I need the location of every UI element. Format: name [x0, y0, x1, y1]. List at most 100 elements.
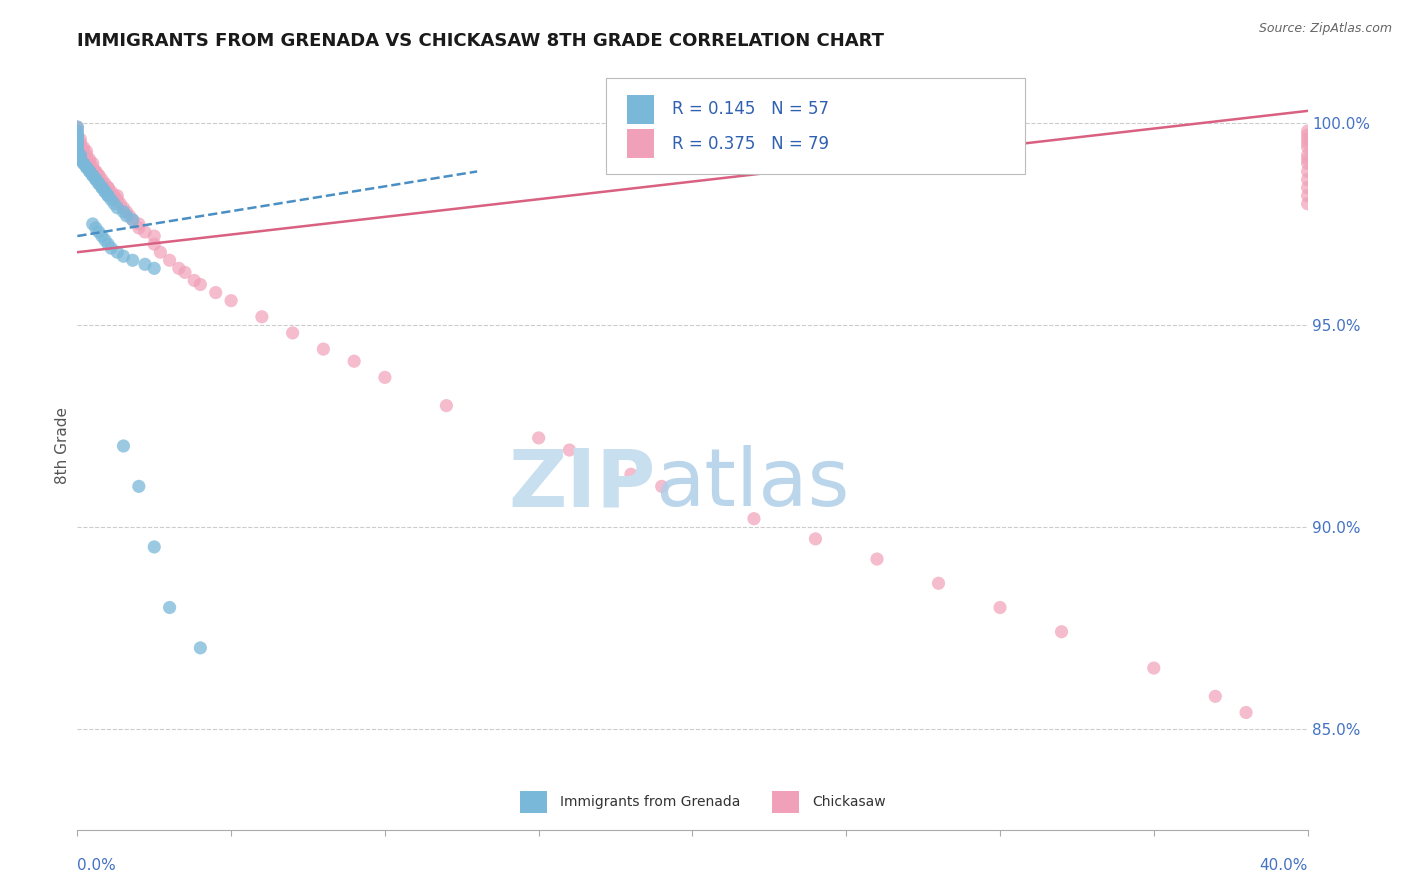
Point: [66, 145, 89, 159]
Text: atlas: atlas: [655, 445, 849, 524]
Point: [105, 201, 128, 215]
Point: [183, 273, 205, 287]
Point: [66, 132, 89, 146]
Point: [204, 285, 226, 300]
Point: [1143, 661, 1166, 675]
Point: [69, 148, 91, 162]
Point: [94, 233, 117, 247]
Point: [66, 128, 89, 142]
Point: [84, 164, 107, 178]
Point: [84, 164, 107, 178]
Text: 40.0%: 40.0%: [1260, 858, 1308, 873]
Point: [66, 124, 89, 138]
Point: [1296, 124, 1319, 138]
Point: [82, 169, 104, 183]
Point: [134, 257, 156, 271]
FancyBboxPatch shape: [772, 791, 800, 813]
Point: [87, 177, 110, 191]
Point: [69, 132, 91, 146]
Point: [115, 204, 138, 219]
Point: [97, 237, 120, 252]
Point: [112, 439, 135, 453]
Point: [76, 161, 98, 175]
Point: [167, 261, 190, 276]
Point: [143, 237, 166, 252]
Point: [66, 140, 89, 154]
Point: [651, 479, 673, 493]
FancyBboxPatch shape: [520, 791, 547, 813]
Point: [82, 156, 104, 170]
Point: [1050, 624, 1073, 639]
Point: [69, 136, 91, 151]
Point: [84, 172, 107, 186]
Point: [374, 370, 396, 384]
Point: [1296, 153, 1319, 167]
Point: [1296, 172, 1319, 186]
Point: [620, 467, 643, 482]
Point: [804, 532, 827, 546]
Point: [97, 188, 120, 202]
Text: 0.0%: 0.0%: [77, 858, 117, 873]
Point: [94, 185, 117, 199]
Point: [159, 600, 181, 615]
Point: [72, 156, 94, 170]
Point: [281, 326, 304, 340]
Point: [866, 552, 889, 566]
Point: [188, 640, 212, 655]
Point: [219, 293, 242, 308]
Point: [1296, 156, 1319, 170]
Point: [66, 132, 89, 146]
Point: [87, 225, 110, 239]
Point: [1296, 180, 1319, 194]
Point: [84, 221, 107, 235]
Point: [143, 261, 166, 276]
Point: [66, 136, 89, 151]
Point: [90, 180, 114, 194]
Point: [558, 443, 581, 458]
Point: [100, 185, 122, 199]
FancyBboxPatch shape: [606, 78, 1025, 174]
Point: [128, 221, 150, 235]
Text: IMMIGRANTS FROM GRENADA VS CHICKASAW 8TH GRADE CORRELATION CHART: IMMIGRANTS FROM GRENADA VS CHICKASAW 8TH…: [77, 32, 884, 50]
Point: [90, 172, 114, 186]
Point: [527, 431, 550, 445]
Point: [87, 169, 110, 183]
Point: [90, 180, 114, 194]
Point: [121, 213, 143, 227]
Point: [79, 153, 101, 167]
Point: [134, 225, 156, 239]
Point: [1296, 136, 1319, 151]
Point: [79, 164, 101, 178]
Point: [82, 169, 104, 183]
Point: [97, 180, 120, 194]
Point: [121, 253, 143, 268]
Point: [76, 153, 98, 167]
Point: [66, 132, 89, 146]
Point: [76, 148, 98, 162]
Point: [66, 124, 89, 138]
Point: [159, 253, 181, 268]
Point: [66, 128, 89, 142]
Point: [97, 180, 120, 194]
Point: [69, 153, 91, 167]
Point: [1296, 164, 1319, 178]
Point: [112, 204, 135, 219]
Text: Immigrants from Grenada: Immigrants from Grenada: [560, 795, 740, 809]
Point: [343, 354, 366, 368]
Point: [105, 245, 128, 260]
Point: [149, 245, 172, 260]
Point: [105, 188, 128, 202]
Point: [69, 148, 91, 162]
Point: [143, 229, 166, 244]
Point: [1296, 132, 1319, 146]
Point: [66, 120, 89, 134]
Point: [436, 399, 458, 413]
Y-axis label: 8th Grade: 8th Grade: [55, 408, 70, 484]
Point: [1296, 196, 1319, 211]
Text: R = 0.145   N = 57: R = 0.145 N = 57: [672, 100, 828, 119]
Point: [87, 169, 110, 183]
Point: [69, 140, 91, 154]
Point: [1204, 690, 1226, 704]
Point: [988, 600, 1011, 615]
Point: [94, 185, 117, 199]
